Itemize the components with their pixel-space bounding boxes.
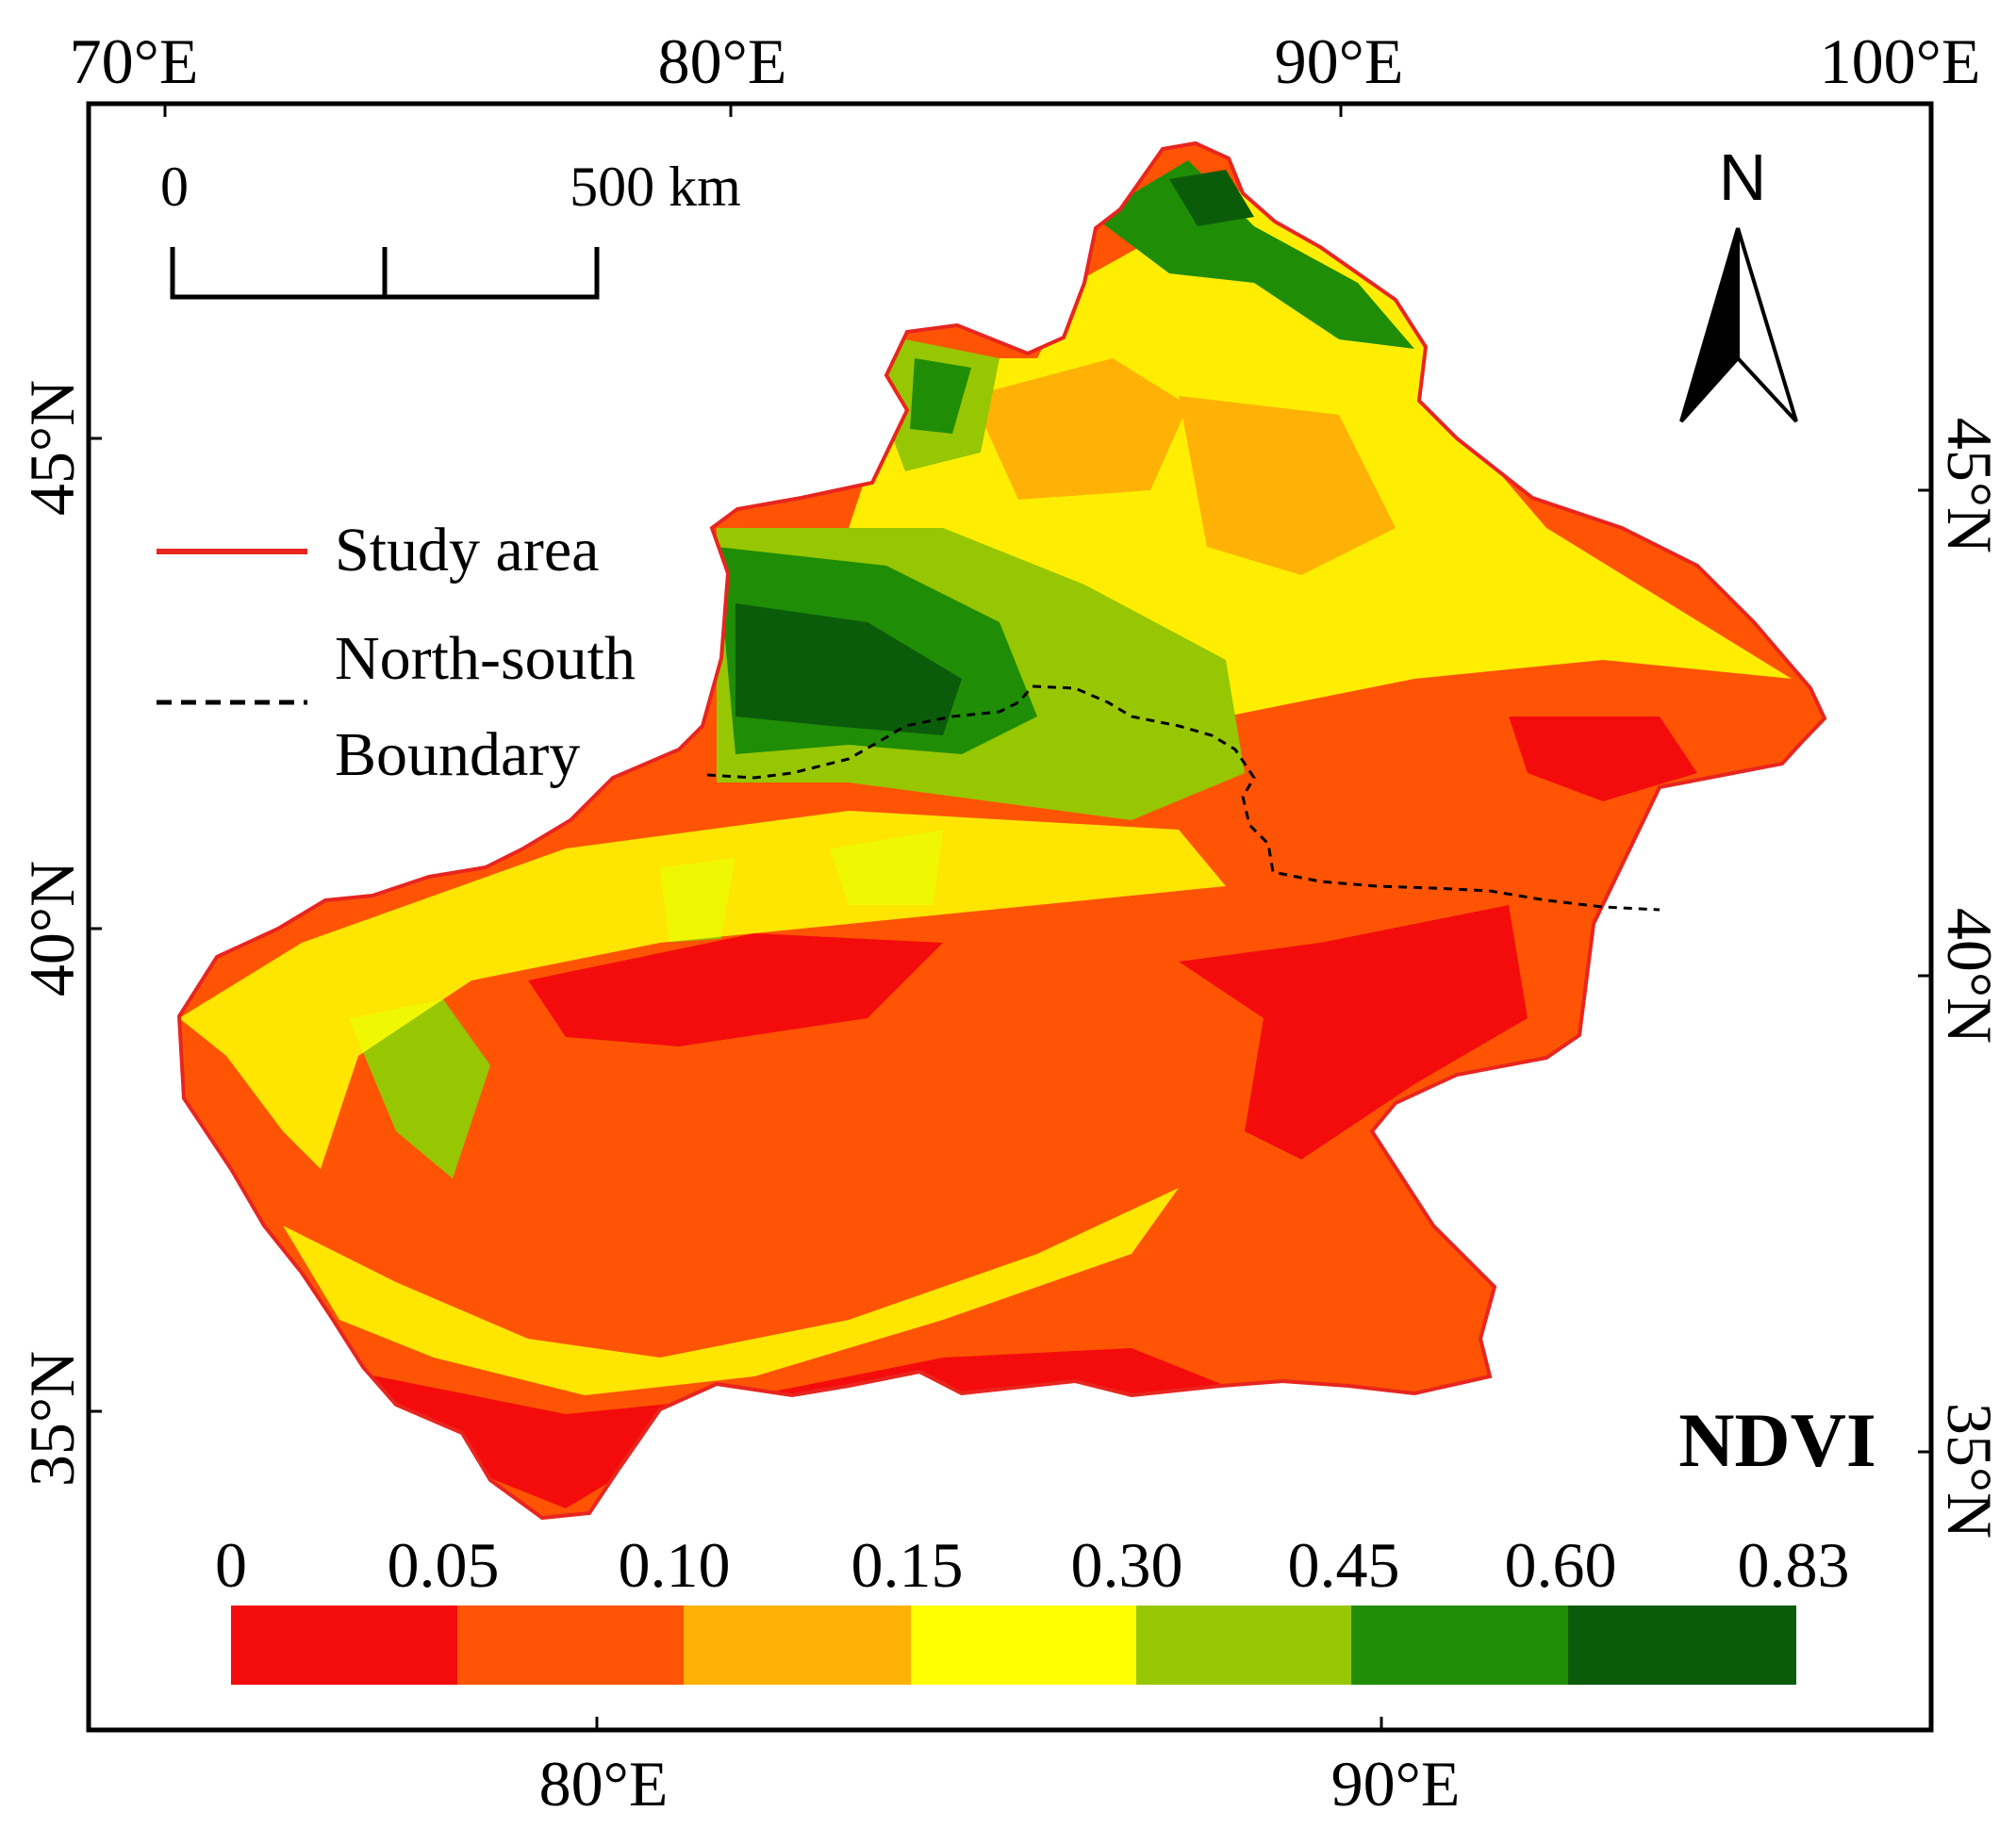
ndvi-yellow-kunlun <box>283 1188 1179 1395</box>
top-axis-label: 80°E <box>658 25 787 97</box>
bottom-axis: 80°E 90°E <box>539 1717 1461 1820</box>
right-axis: 45°N 40°N 35°N <box>1918 418 2006 1539</box>
right-axis-label: 40°N <box>1934 908 2006 1044</box>
colorbar: 0 0.05 0.10 0.15 0.30 0.45 0.60 0.83 <box>215 1529 1850 1685</box>
colorbar-tick-label: 0.15 <box>851 1529 964 1601</box>
ndvi-red-tarim-north <box>528 933 943 1046</box>
right-axis-label: 45°N <box>1934 418 2006 553</box>
colorbar-tick-label: 0 <box>215 1529 247 1601</box>
top-axis-label: 70°E <box>70 25 199 97</box>
colorbar-tick-label: 0.83 <box>1738 1529 1850 1601</box>
scale-bar: 0 500 km <box>160 156 741 300</box>
colorbar-tick-label: 0.05 <box>388 1529 500 1601</box>
colorbar-tick-label: 0.45 <box>1288 1529 1400 1601</box>
ndvi-darkgreen-altai <box>1169 170 1254 226</box>
left-axis-label: 45°N <box>16 380 88 516</box>
scale-bar-start-label: 0 <box>160 156 189 218</box>
colorbar-swatch <box>684 1606 911 1685</box>
north-arrow-label: N <box>1719 140 1767 214</box>
colorbar-swatch <box>1351 1606 1568 1685</box>
bottom-axis-label: 80°E <box>539 1748 669 1820</box>
legend-study-area-label: Study area <box>335 516 599 585</box>
north-arrow-right-half <box>1736 227 1798 423</box>
colorbar-tick-label: 0.60 <box>1505 1529 1617 1601</box>
colorbar-swatch <box>457 1606 684 1685</box>
ndvi-orange-dzungaria <box>971 358 1188 500</box>
ndvi-green-tacheng <box>910 358 971 434</box>
ndvi-green-kashgar <box>349 999 490 1178</box>
scale-bar-end-label: 500 km <box>570 156 741 218</box>
colorbar-swatch <box>231 1606 457 1685</box>
left-axis-label: 35°N <box>16 1351 88 1487</box>
top-axis: 70°E 80°E 90°E 100°E <box>70 25 1981 117</box>
left-axis: 45°N 40°N 35°N <box>16 380 102 1487</box>
right-axis-label: 35°N <box>1934 1403 2006 1539</box>
ndvi-red-hami <box>1509 716 1697 801</box>
legend-boundary-label-line2: Boundary <box>335 720 580 789</box>
legend-boundary-label-line1: North-south <box>335 624 636 693</box>
ndvi-yellow-tarim-north <box>179 811 1226 1169</box>
colorbar-swatch <box>1568 1606 1796 1685</box>
ndvi-darkgreen-ili <box>735 603 962 735</box>
left-axis-label: 40°N <box>16 861 88 996</box>
colorbar-tick-label: 0.30 <box>1071 1529 1183 1601</box>
ndvi-red-lopnur <box>1179 905 1528 1160</box>
top-axis-label: 90°E <box>1275 25 1404 97</box>
ndvi-title: NDVI <box>1678 1397 1876 1483</box>
colorbar-tick-label: 0.10 <box>619 1529 731 1601</box>
north-south-boundary-line <box>706 684 1661 912</box>
colorbar-swatch <box>1136 1606 1351 1685</box>
ndvi-green-altai <box>1094 160 1414 349</box>
north-arrow: N <box>1679 140 1798 423</box>
bottom-axis-label: 90°E <box>1331 1748 1461 1820</box>
ndvi-orange-basin <box>1179 396 1396 575</box>
colorbar-swatch <box>911 1606 1136 1685</box>
top-axis-label: 100°E <box>1820 25 1981 97</box>
legend: Study area North-south Boundary <box>157 516 636 789</box>
